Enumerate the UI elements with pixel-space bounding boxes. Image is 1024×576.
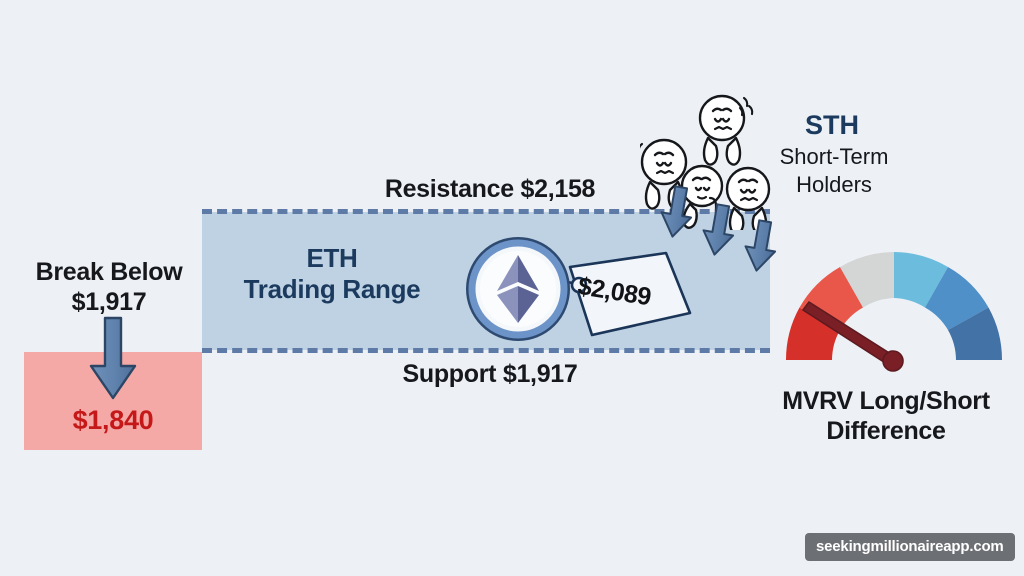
sth-subtitle: Short-Term Holders	[736, 143, 932, 199]
sth-down-arrows-icon	[660, 185, 777, 272]
break-below-headline-line2: $1,917	[71, 287, 147, 316]
trading-range-title-line2: Trading Range	[243, 274, 421, 305]
sth-subtitle-line2: Holders	[796, 172, 872, 198]
resistance-dashed-line	[202, 209, 770, 214]
support-dashed-line	[202, 348, 770, 353]
break-below-target-price: $1,840	[72, 405, 154, 435]
gauge-label-line1: MVRV Long/Short	[782, 387, 990, 415]
down-arrow-icon	[89, 316, 137, 400]
gauge-label-line2: Difference	[826, 417, 946, 445]
ethereum-logo-icon	[466, 237, 570, 341]
break-below-headline: Break Below $1,917	[14, 258, 204, 317]
gauge-meter-icon	[785, 252, 1003, 372]
gauge-label: MVRV Long/Short Difference	[752, 386, 1020, 446]
watermark-badge: seekingmillionaireapp.com	[805, 533, 1015, 561]
support-label: Support $1,917	[402, 360, 578, 388]
sth-title: STH	[805, 110, 859, 140]
sth-subtitle-line1: Short-Term	[779, 144, 889, 169]
trading-range-title-line1: ETH	[306, 243, 358, 273]
trading-range-title: ETH Trading Range	[212, 243, 452, 305]
resistance-label: Resistance $2,158	[384, 175, 596, 203]
break-below-headline-line1: Break Below	[35, 258, 183, 286]
gauge-needle-icon	[802, 301, 904, 372]
